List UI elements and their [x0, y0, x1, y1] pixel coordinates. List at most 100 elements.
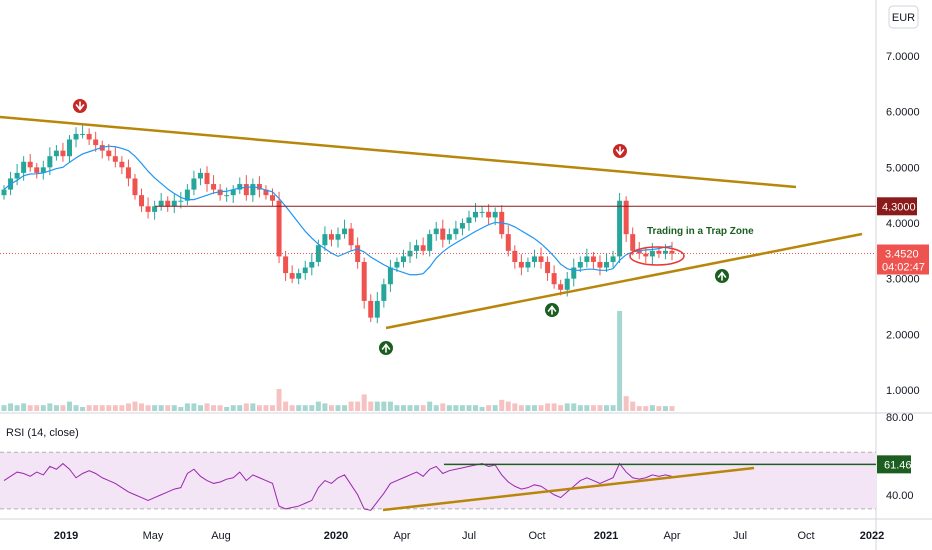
volume-bar: [250, 403, 256, 411]
volume-bar: [283, 401, 289, 411]
currency-button[interactable]: EUR: [888, 5, 919, 29]
time-axis-label: Apr: [393, 530, 410, 542]
candle-body: [551, 273, 557, 285]
candle-body: [590, 256, 596, 262]
trap-zone-ellipse[interactable]: [629, 246, 685, 266]
arrow-up-circle-icon: [545, 303, 559, 317]
volume-bar: [211, 405, 217, 411]
candle-body: [322, 234, 328, 246]
arrow-glyph: [381, 343, 391, 353]
volume-bar: [525, 405, 531, 411]
candle-body: [669, 250, 675, 254]
candle-body: [47, 156, 53, 168]
candle-body: [263, 189, 269, 196]
volume-bar: [165, 405, 171, 411]
volume-bar: [309, 405, 315, 411]
resistance-price-tag: [877, 197, 917, 216]
candle-body: [276, 200, 282, 257]
volume-bar: [230, 405, 236, 411]
volume-bar: [538, 405, 544, 411]
candle-body: [630, 234, 636, 251]
currency-button-frame[interactable]: [888, 5, 919, 29]
volume-bar: [93, 405, 99, 411]
volume-bar: [427, 401, 433, 411]
rsi-band: [0, 452, 876, 509]
candle-body: [106, 150, 112, 157]
ascending-trendline[interactable]: [385, 232, 863, 330]
candle-body: [184, 189, 190, 201]
descending-trendline[interactable]: [0, 115, 797, 189]
candle-body: [394, 261, 400, 268]
candle-body: [270, 195, 276, 201]
volume-bar: [636, 406, 642, 411]
candle-body: [256, 184, 262, 190]
volume-bar: [21, 403, 27, 411]
volume-bar: [610, 405, 616, 411]
candle-body: [21, 161, 27, 173]
volume-bar: [459, 405, 465, 411]
candle-body: [597, 261, 603, 268]
volume-bar: [512, 403, 518, 411]
candle-body: [636, 250, 642, 254]
currency-button-label[interactable]: EUR: [892, 12, 915, 24]
volume-bar: [60, 405, 66, 411]
volume-bar: [473, 405, 479, 411]
volume-bar: [119, 405, 125, 411]
candle-body: [204, 172, 210, 185]
candle-body: [486, 211, 492, 218]
candle-body: [296, 273, 302, 279]
candle-body: [66, 139, 72, 157]
time-axis-label: Jul: [733, 530, 747, 542]
candle-body: [623, 200, 629, 235]
rsi-ascending-trendline[interactable]: [382, 466, 755, 512]
candle-body: [459, 223, 465, 229]
time-axis-label: May: [143, 530, 164, 542]
candle-body: [53, 150, 59, 157]
time-axis-label: 2022: [860, 530, 884, 542]
candle-body: [1, 189, 7, 196]
candle-body: [440, 228, 446, 240]
candle-body: [479, 211, 485, 213]
arrow-glyph: [75, 101, 85, 111]
volume-bar: [139, 403, 145, 411]
candle-body: [158, 200, 164, 207]
candle-body: [237, 184, 243, 190]
candle-body: [40, 167, 46, 173]
rsi-level-text: 61.46: [884, 459, 912, 471]
candle-body: [34, 167, 40, 173]
volume-bar: [322, 403, 328, 411]
candle-body: [139, 195, 145, 207]
price-axis-label: 1.0000: [886, 385, 920, 397]
candle-body: [656, 250, 662, 254]
volume-bar: [47, 403, 53, 411]
candle-body: [407, 250, 413, 257]
volume-bar: [276, 389, 282, 411]
volume-bar: [80, 407, 86, 411]
volume-bar: [571, 403, 577, 411]
candle-body: [577, 261, 583, 268]
volume-bar: [204, 403, 210, 411]
volume-bar: [197, 405, 203, 411]
volume-bar: [112, 405, 118, 411]
candle-body: [466, 217, 472, 223]
volume-bar: [237, 405, 243, 411]
volume-bar: [499, 399, 505, 411]
volume-bar: [184, 403, 190, 411]
volume-bar: [394, 405, 400, 411]
time-axis-label: 2020: [324, 530, 348, 542]
candle-body: [427, 234, 433, 251]
candle-body: [571, 267, 577, 279]
volume-bar: [630, 401, 636, 411]
candle-body: [289, 273, 295, 279]
candle-body: [643, 253, 649, 257]
volume-bar: [531, 405, 537, 411]
candle-body: [132, 178, 138, 196]
volume-bar: [400, 405, 406, 411]
candle-body: [558, 284, 564, 290]
volume-bar: [296, 405, 302, 411]
moving-average-line: [3, 145, 673, 276]
volume-bar: [315, 401, 321, 411]
volume-bar: [368, 401, 374, 411]
candle-body: [178, 200, 184, 202]
